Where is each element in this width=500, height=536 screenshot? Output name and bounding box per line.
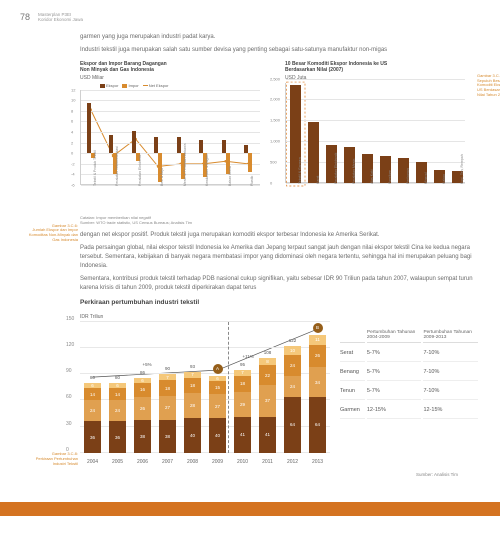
- chart1-footer: Catatan: Impor memberikan nilai negatif …: [80, 215, 275, 225]
- table-row: Tenun5-7%7-10%: [340, 383, 478, 400]
- mid-paragraph-3: Sementara, kontribusi produk tekstil ter…: [80, 275, 480, 293]
- mid-paragraph-1: dengan net ekspor positif. Produk teksti…: [80, 231, 480, 240]
- top-charts-row: Ekspor dan Impor Barang DaganganNon Miny…: [80, 61, 480, 225]
- doc-title: Masterplan P3EI Koridor Ekonomi Jawa: [38, 12, 83, 23]
- table-row: Garmen12-15%12-15%: [340, 402, 478, 419]
- page-number: 78: [20, 12, 30, 22]
- projection-table: Pertumbuhan Tahunan 2004-2009 Pertumbuha…: [338, 326, 480, 467]
- chart3-caption: Gambar 3.C.8: Perkiraan Pertumbuhan Indu…: [22, 452, 78, 466]
- chart1-legend: Ekspor Impor Net Ekspor: [80, 83, 275, 88]
- chart-pertumbuhan: 0306090120150614243680200461424368020056…: [80, 322, 330, 467]
- chart3-source: Sumber: Analisis Tim: [416, 472, 458, 477]
- footer-orange-bar: [0, 502, 500, 516]
- page-header: 78 Masterplan P3EI Koridor Ekonomi Jawa: [20, 12, 480, 23]
- chart1-caption: Gambar 3.C.6: Jumlah Ekspor dan Impor Ko…: [22, 224, 78, 243]
- intro-paragraph-1: garmen yang juga merupakan industri pada…: [80, 33, 480, 42]
- main-chart-area: IDR Triliun 0306090120150614243680200461…: [80, 314, 480, 467]
- chart-ekspor-impor: Ekspor dan Impor Barang DaganganNon Miny…: [80, 61, 275, 225]
- chart2-caption: Gambar 3.C.7: Sepuluh Besar Komoditi Eks…: [477, 74, 500, 98]
- chart1-line-overlay: [81, 90, 260, 184]
- table-row: Benang5-7%7-10%: [340, 364, 478, 381]
- chart-ekspor-us: 10 Besar Komoditi Ekspor Indonesia ke US…: [285, 61, 480, 225]
- table-row: Serat5-7%7-10%: [340, 345, 478, 362]
- section-title: Perkiraan pertumbuhan industri tekstil: [80, 299, 480, 306]
- mid-paragraph-2: Pada persaingan global, nilai ekspor tek…: [80, 244, 480, 271]
- intro-paragraph-2: Industri tekstil juga merupakan salah sa…: [80, 46, 480, 55]
